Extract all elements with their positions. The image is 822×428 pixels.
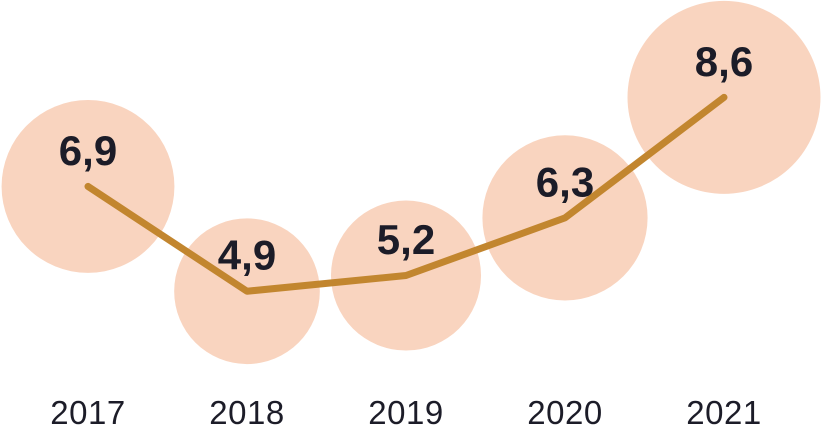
value-label-2020: 6,3 [536,158,594,205]
x-axis-label-2020: 2020 [527,394,602,428]
x-axis-label-2021: 2021 [686,394,761,428]
x-axis-label-2019: 2019 [368,394,443,428]
value-label-2019: 5,2 [377,216,435,263]
value-label-2021: 8,6 [695,38,753,85]
trend-line [84,93,728,295]
value-label-2017: 6,9 [59,127,117,174]
x-axis-label-2018: 2018 [209,394,284,428]
x-axis-label-2017: 2017 [50,394,125,428]
value-label-2018: 4,9 [218,232,276,279]
